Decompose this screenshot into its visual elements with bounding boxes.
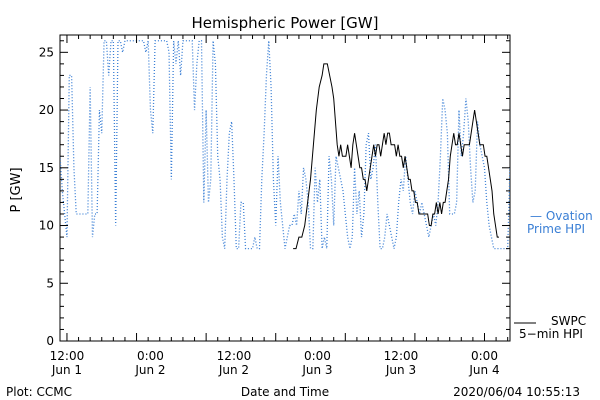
x-tick-label-time: 12:00	[50, 349, 85, 363]
x-tick-label-date: Jun 3	[385, 363, 416, 377]
series-line-swpc	[293, 63, 499, 250]
y-tick-label: 15	[39, 161, 54, 175]
x-tick-label-time: 0:00	[471, 349, 498, 363]
x-tick-label-time: 0:00	[137, 349, 164, 363]
y-tick-label: 25	[39, 45, 54, 59]
y-tick-label: 10	[39, 219, 54, 233]
legend-swpc-line1: SWPC	[551, 314, 586, 328]
legend-ovation-line1: — Ovation	[530, 209, 593, 223]
x-tick-label-time: 0:00	[304, 349, 331, 363]
chart-title: Hemispheric Power [GW]	[192, 14, 379, 32]
x-tick-label-date: Jun 1	[51, 363, 82, 377]
legend-ovation-line2: Prime HPI	[527, 222, 585, 236]
series-line-ovation-prime	[60, 40, 510, 250]
y-tick-label: 0	[46, 334, 54, 348]
x-tick-label-date: Jun 2	[134, 363, 165, 377]
x-tick-label-date: Jun 4	[468, 363, 499, 377]
x-tick-label-date: Jun 3	[301, 363, 332, 377]
y-axis: 0 5 10 15 20 25	[39, 40, 510, 348]
y-tick-label: 5	[46, 276, 54, 290]
y-tick-label: 20	[39, 103, 54, 117]
x-tick-label-date: Jun 2	[218, 363, 249, 377]
legend-swpc-line2: 5−min HPI	[519, 327, 583, 341]
plot-frame	[59, 34, 511, 342]
x-tick-label-time: 12:00	[217, 349, 252, 363]
x-tick-label-time: 12:00	[384, 349, 419, 363]
legend: — Ovation Prime HPI SWPC 5−min HPI	[514, 209, 593, 341]
footer-plot-credit: Plot: CCMC	[6, 385, 72, 399]
plot-area	[59, 34, 511, 342]
footer-timestamp: 2020/06/04 10:55:13	[453, 385, 580, 399]
x-axis-label: Date and Time	[241, 385, 329, 399]
y-axis-label: P [GW]	[9, 167, 24, 212]
